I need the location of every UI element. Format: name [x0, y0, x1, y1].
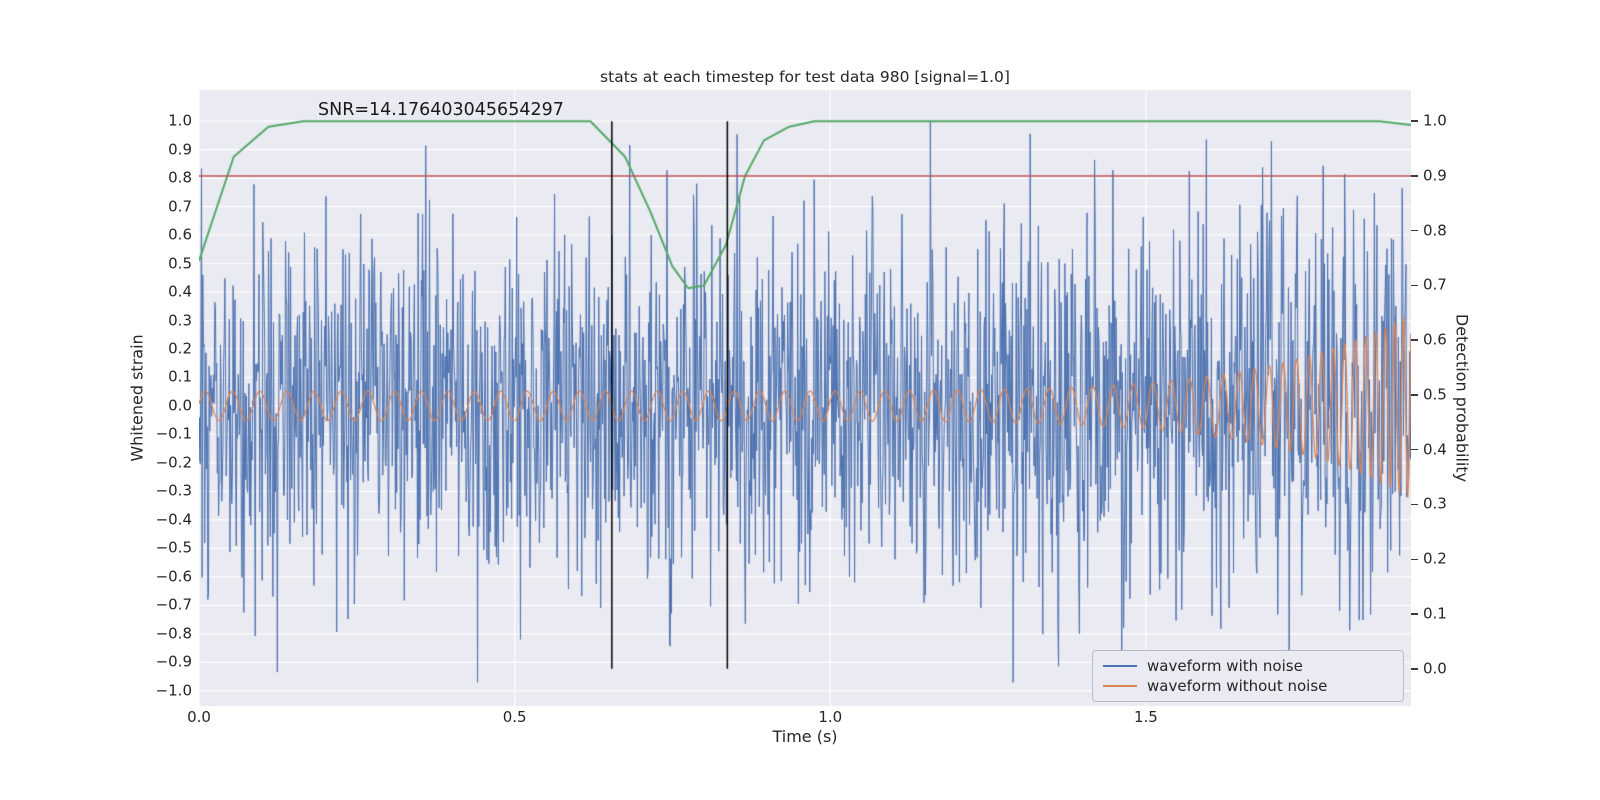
- left-tick-label: 0.8: [168, 168, 192, 187]
- right-tick-mark: [1411, 558, 1418, 560]
- right-tick-mark: [1411, 613, 1418, 615]
- left-tick-label: 0.7: [168, 197, 192, 216]
- right-tick-mark: [1411, 503, 1418, 506]
- left-tick-label: −0.6: [155, 567, 192, 586]
- left-tick-label: −0.7: [155, 595, 192, 614]
- right-tick-label: 0.7: [1423, 275, 1447, 294]
- left-tick-label: −1.0: [155, 681, 192, 700]
- right-tick-label: 0.8: [1423, 221, 1447, 240]
- x-tick-label: 1.5: [1133, 708, 1158, 726]
- right-tick-mark: [1411, 448, 1418, 451]
- left-tick-label: 0.9: [168, 140, 192, 159]
- right-tick-label: 0.1: [1423, 604, 1447, 623]
- y-axis-label-right: Detection probability: [1452, 313, 1472, 483]
- snr-annotation: SNR=14.176403045654297: [318, 100, 564, 120]
- right-tick-label: 0.5: [1423, 385, 1447, 404]
- legend-swatch-with-noise: [1103, 664, 1137, 668]
- left-tick-label: 0.1: [168, 367, 192, 386]
- left-tick-label: −0.3: [155, 481, 192, 500]
- right-tick-mark: [1411, 339, 1418, 341]
- legend-label-without-noise: waveform without noise: [1147, 677, 1328, 695]
- right-tick-mark: [1411, 394, 1418, 396]
- right-tick-label: 0.2: [1423, 549, 1447, 568]
- left-tick-label: 0.0: [168, 396, 192, 415]
- legend-item-with-noise: waveform with noise: [1103, 657, 1393, 675]
- right-tick-label: 0.6: [1423, 330, 1447, 349]
- x-tick-label: 0.0: [187, 708, 211, 726]
- right-tick-mark: [1411, 120, 1418, 122]
- legend-swatch-without-noise: [1103, 684, 1137, 688]
- left-tick-label: −0.4: [155, 510, 192, 529]
- legend-item-without-noise: waveform without noise: [1103, 677, 1393, 695]
- left-tick-label: 0.6: [168, 225, 192, 244]
- left-tick-label: 0.2: [168, 339, 192, 358]
- left-tick-label: −0.8: [155, 624, 192, 643]
- right-tick-label: 1.0: [1423, 111, 1447, 130]
- left-tick-label: 0.3: [168, 311, 192, 329]
- right-tick-mark: [1411, 229, 1418, 232]
- left-tick-label: −0.1: [155, 424, 192, 443]
- left-tick-label: 0.5: [168, 254, 192, 273]
- left-tick-label: −0.9: [155, 652, 192, 671]
- left-tick-label: −0.5: [155, 538, 192, 557]
- right-tick-mark: [1411, 175, 1418, 177]
- x-axis-label: Time (s): [772, 727, 838, 746]
- legend-label-with-noise: waveform with noise: [1147, 657, 1303, 675]
- chart-title: stats at each timestep for test data 980…: [600, 68, 1010, 86]
- plot-canvas: [199, 90, 1411, 706]
- left-tick-label: 0.4: [168, 282, 192, 301]
- right-tick-label: 0.0: [1423, 659, 1447, 678]
- left-tick-label: 1.0: [168, 111, 192, 130]
- x-tick-label: 0.5: [502, 708, 527, 726]
- right-tick-label: 0.9: [1423, 166, 1447, 185]
- right-tick-mark: [1411, 284, 1418, 287]
- right-tick-label: 0.3: [1423, 494, 1447, 513]
- right-tick-label: 0.4: [1423, 440, 1447, 459]
- left-tick-label: −0.2: [155, 453, 192, 472]
- x-tick-label: 1.0: [818, 708, 843, 726]
- right-tick-mark: [1411, 668, 1418, 670]
- legend: waveform with noise waveform without noi…: [1092, 650, 1404, 702]
